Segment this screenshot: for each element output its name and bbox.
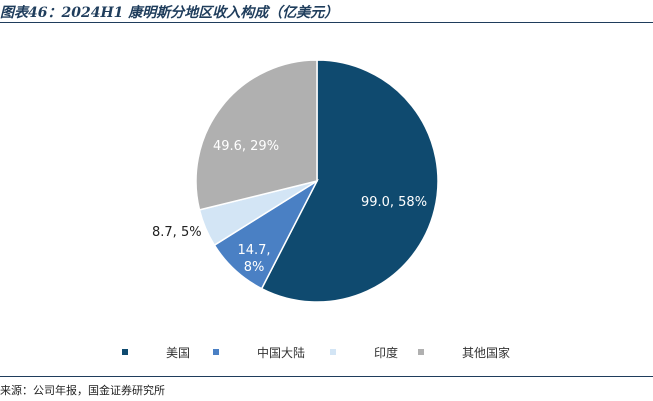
- pie-slice-other: [195, 59, 318, 211]
- legend-label-other: 其他国家: [462, 345, 511, 360]
- legend-swatch-china: [213, 349, 219, 355]
- legend-swatch-india: [330, 349, 336, 355]
- legend-label-usa: 美国: [166, 345, 191, 360]
- legend-item-india: 印度: [330, 343, 398, 361]
- legend-item-china: 中国大陆: [213, 343, 305, 361]
- chart-title: 图表46：2024H1 康明斯分地区收入构成（亿美元）: [0, 5, 339, 21]
- source-note: 来源：公司年报，国金证券研究所: [0, 384, 165, 397]
- pie-slice-usa: [260, 59, 439, 303]
- data-label-other: 49.6, 29%: [213, 139, 279, 154]
- data-label-usa: 99.0, 58%: [361, 195, 427, 210]
- legend-item-other: 其他国家: [418, 343, 510, 361]
- legend-swatch-other: [418, 349, 424, 355]
- legend-swatch-usa: [122, 349, 128, 355]
- data-label-china: 14.7, 8%: [237, 243, 270, 275]
- data-label-india: 8.7, 5%: [152, 225, 202, 240]
- footer-divider: [0, 376, 653, 377]
- legend-item-usa: 美国: [122, 343, 190, 361]
- legend-label-china: 中国大陆: [257, 345, 306, 360]
- title-divider: [0, 22, 653, 23]
- chart-legend: 美国 中国大陆 印度 其他国家: [0, 343, 653, 361]
- legend-label-india: 印度: [374, 345, 399, 360]
